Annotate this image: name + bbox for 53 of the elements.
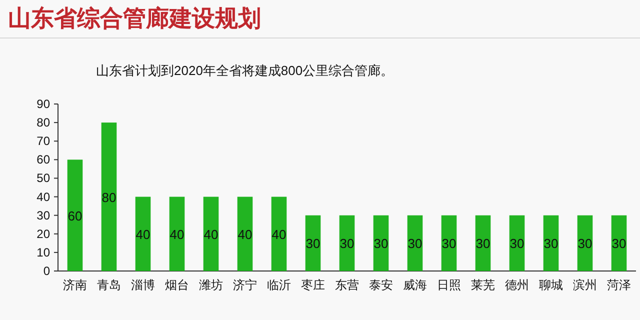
- x-tick-label: 枣庄: [301, 278, 325, 292]
- data-label: 80: [102, 190, 116, 205]
- y-tick-label: 70: [36, 134, 50, 148]
- x-tick-label: 莱芜: [471, 278, 495, 292]
- x-tick-label: 滨州: [573, 278, 597, 292]
- data-label: 30: [476, 236, 490, 252]
- data-label: 30: [612, 236, 626, 252]
- y-tick-label: 20: [36, 226, 50, 241]
- data-label: 60: [68, 208, 82, 224]
- data-label: 40: [238, 226, 252, 242]
- data-label: 30: [578, 236, 592, 252]
- data-label: 30: [408, 236, 422, 252]
- bar: [237, 196, 253, 271]
- x-tick-label: 济南: [63, 278, 87, 292]
- data-label: 40: [136, 226, 150, 242]
- bar: [203, 196, 219, 271]
- data-label: 30: [544, 236, 558, 252]
- x-tick-label: 聊城: [539, 278, 563, 292]
- bar: [67, 160, 83, 271]
- data-label: 30: [374, 236, 388, 252]
- bar: [169, 196, 185, 271]
- x-tick-label: 临沂: [267, 278, 291, 292]
- chart-subtitle: 山东省计划到2020年全省将建成800公里综合管廊。: [96, 63, 394, 78]
- y-tick-label: 10: [36, 245, 50, 260]
- x-tick-label: 菏泽: [607, 278, 631, 292]
- x-tick-label: 日照: [437, 278, 461, 292]
- x-tick-label: 泰安: [369, 278, 393, 292]
- x-tick-label: 威海: [403, 278, 427, 292]
- y-tick-label: 50: [36, 171, 50, 186]
- x-tick-label: 德州: [505, 278, 529, 292]
- data-label: 30: [442, 236, 456, 252]
- data-label: 30: [306, 236, 320, 252]
- data-label: 30: [510, 236, 524, 252]
- data-label: 40: [204, 226, 218, 242]
- x-tick-label: 青岛: [97, 278, 121, 292]
- bar: [135, 196, 151, 271]
- x-tick-label: 淄博: [131, 278, 155, 292]
- x-tick-label: 东营: [335, 278, 359, 292]
- x-tick-label: 济宁: [233, 278, 257, 292]
- bar: [271, 196, 287, 271]
- chart-title: 山东省综合管廊建设规划: [8, 5, 261, 31]
- data-label: 40: [272, 226, 286, 242]
- y-tick-label: 80: [36, 116, 50, 130]
- y-tick-label: 60: [36, 152, 50, 167]
- x-tick-label: 烟台: [165, 278, 189, 292]
- data-label: 30: [340, 236, 354, 252]
- y-tick-label: 40: [36, 190, 50, 204]
- data-label: 40: [170, 226, 184, 242]
- x-tick-label: 潍坊: [199, 278, 223, 292]
- y-tick-label: 90: [36, 97, 50, 111]
- y-tick-label: 0: [43, 264, 50, 278]
- y-tick-label: 30: [36, 208, 50, 222]
- bar: [101, 122, 117, 271]
